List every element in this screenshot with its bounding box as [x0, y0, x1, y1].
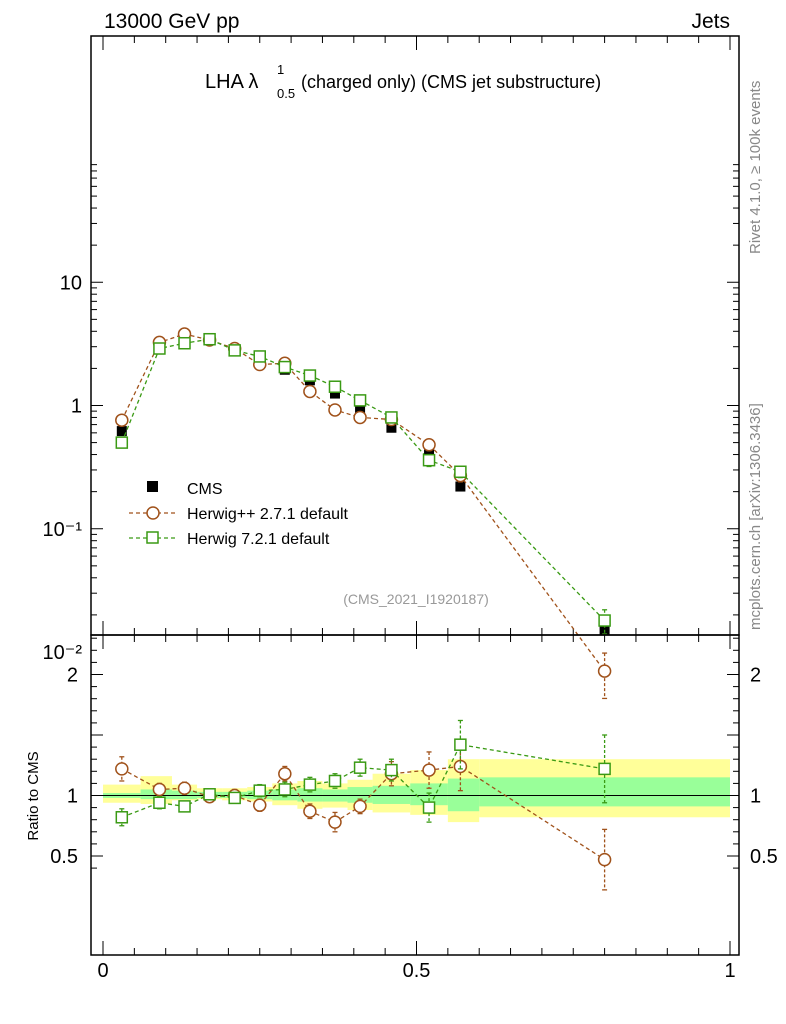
- herwigpp-ratio-point: [353, 799, 367, 814]
- herwig7-main-point: [253, 350, 266, 363]
- title-main: LHA λ: [205, 71, 258, 93]
- herwig7-main-point: [454, 465, 467, 479]
- herwig7-ratio-point: [203, 788, 216, 801]
- ratio-band-inner: [347, 787, 373, 803]
- title-rest: (charged only) (CMS jet substructure): [301, 72, 601, 92]
- ratio-band-inner: [447, 778, 480, 812]
- herwigpp-ratio-point: [253, 798, 267, 812]
- x-tick-label: 1: [724, 960, 735, 982]
- ratio-y-tick-label-right: 2: [750, 665, 761, 687]
- main-y-tick-label: 10⁻²: [43, 642, 83, 664]
- herwigpp-main-point: [597, 664, 612, 678]
- herwigpp-ratio-point: [177, 781, 192, 795]
- herwig7-ratio-point: [178, 800, 191, 813]
- title-sup: 1: [277, 62, 284, 77]
- herwig7-ratio-point: [115, 811, 129, 824]
- legend-herwigpp-marker: [146, 506, 160, 520]
- herwig7-main-point: [422, 453, 436, 467]
- herwig7-main-point: [385, 411, 398, 424]
- legend: CMS Herwig++ 2.7.1 default Herwig 7.2.1 …: [129, 481, 349, 548]
- herwig7-ratio-point: [454, 738, 467, 751]
- herwig7-main-point: [278, 360, 292, 374]
- ratio-band-inner: [372, 785, 411, 804]
- herwigpp-main-line: [121, 333, 606, 672]
- herwig7-main-point: [303, 369, 317, 382]
- herwig7-ratio-point: [385, 763, 398, 777]
- main-y-tick-label: 10⁻¹: [43, 519, 83, 541]
- herwigpp-main-point: [353, 410, 367, 425]
- herwigpp-ratio-point: [278, 766, 292, 781]
- herwig7-ratio-point: [303, 778, 317, 791]
- herwigpp-main-point: [422, 438, 436, 452]
- ratio-y-tick-label-left: 2: [67, 665, 78, 687]
- jets-label: Jets: [691, 10, 730, 33]
- cms-data-point: [386, 422, 397, 433]
- herwig7-main-point: [353, 394, 367, 407]
- herwigpp-main-point: [115, 413, 129, 427]
- x-tick-label: 0.5: [403, 960, 431, 982]
- herwigpp-ratio-point: [422, 763, 436, 777]
- analysis-tag: (CMS_2021_I1920187): [343, 591, 489, 607]
- ratio-y-label: Ratio to CMS: [25, 751, 42, 840]
- herwigpp-ratio-point: [597, 852, 612, 867]
- herwig7-main-line: [121, 338, 606, 621]
- ratio-panel-frame: [90, 634, 740, 956]
- cms-data-point: [455, 481, 466, 492]
- ratio-y-tick-label-right: 0.5: [750, 846, 778, 868]
- herwig7-main-point: [328, 380, 342, 393]
- legend-herwig7-marker: [146, 531, 159, 544]
- legend-cms-marker: [147, 481, 158, 492]
- ratio-y-tick-label-left: 0.5: [50, 846, 78, 868]
- cms-data-point: [116, 426, 127, 437]
- axes-ticks: 10 1 10⁻¹ 10⁻² 0 0.5 1 2 2 1 1 0.5 0.5: [43, 36, 778, 982]
- herwig7-main-point: [203, 332, 216, 346]
- herwig7-ratio-point: [422, 801, 436, 814]
- herwig7-ratio-point: [253, 784, 266, 797]
- herwigpp-main-point: [328, 403, 342, 417]
- energy-label: 13000 GeV pp: [104, 10, 239, 33]
- legend-cms-label: CMS: [187, 481, 223, 498]
- x-tick-label: 0: [97, 960, 108, 982]
- herwigpp-ratio-point: [115, 762, 129, 776]
- ratio-y-tick-label-left: 1: [67, 786, 78, 808]
- plot-title: LHA λ 1 0.5 (charged only) (CMS jet subs…: [205, 62, 601, 101]
- ratio-y-tick-label-right: 1: [750, 786, 761, 808]
- mcplots-label: mcplots.cern.ch [arXiv:1306.3436]: [747, 403, 764, 630]
- main-y-tick-label: 1: [71, 396, 82, 418]
- legend-herwigpp-label: Herwig++ 2.7.1 default: [187, 506, 349, 523]
- herwig7-ratio-point: [598, 762, 611, 776]
- herwig7-main-point: [153, 342, 166, 355]
- rivet-version-label: Rivet 4.1.0, ≥ 100k events: [747, 81, 764, 254]
- herwigpp-ratio-point: [303, 804, 317, 818]
- herwigpp-ratio-point: [328, 815, 342, 829]
- herwig7-ratio-point: [353, 761, 367, 774]
- herwig7-ratio-point: [328, 774, 342, 788]
- herwig7-ratio-point: [153, 796, 166, 810]
- herwigpp-ratio-point: [152, 782, 167, 797]
- ratio-band-inner: [297, 788, 323, 802]
- herwigpp-main-point: [303, 384, 317, 399]
- herwig7-ratio-point: [278, 783, 292, 796]
- cms-data-point: [329, 388, 340, 399]
- title-sub: 0.5: [277, 86, 295, 101]
- herwig7-ratio-point: [228, 791, 241, 805]
- main-y-tick-label: 10: [60, 272, 82, 294]
- herwig7-main-point: [178, 336, 191, 350]
- herwig7-main-point: [115, 436, 129, 449]
- data-series: [115, 327, 612, 891]
- herwig7-main-point: [228, 344, 241, 357]
- herwig7-main-point: [598, 614, 611, 627]
- legend-herwig7-label: Herwig 7.2.1 default: [187, 531, 330, 548]
